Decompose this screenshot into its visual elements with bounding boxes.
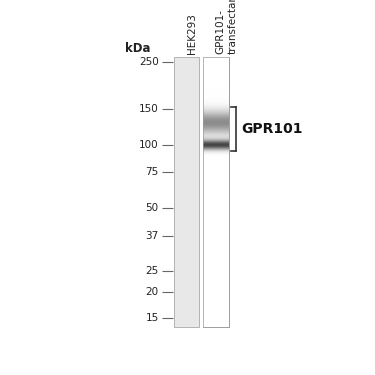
Text: 150: 150	[139, 104, 159, 114]
Text: GPR101: GPR101	[241, 122, 303, 136]
Text: 37: 37	[146, 231, 159, 241]
Bar	[203, 57, 229, 327]
Text: kDa: kDa	[125, 42, 151, 55]
Text: 25: 25	[146, 266, 159, 276]
Text: 100: 100	[139, 140, 159, 150]
Bar	[174, 57, 200, 327]
Text: 250: 250	[139, 57, 159, 67]
Text: 15: 15	[146, 313, 159, 323]
Text: 75: 75	[146, 166, 159, 177]
Bar	[203, 57, 229, 327]
Text: GPR101-
transfectant: GPR101- transfectant	[216, 0, 237, 54]
Text: HEK293: HEK293	[186, 13, 196, 54]
Text: 50: 50	[146, 203, 159, 213]
Text: 20: 20	[146, 286, 159, 297]
